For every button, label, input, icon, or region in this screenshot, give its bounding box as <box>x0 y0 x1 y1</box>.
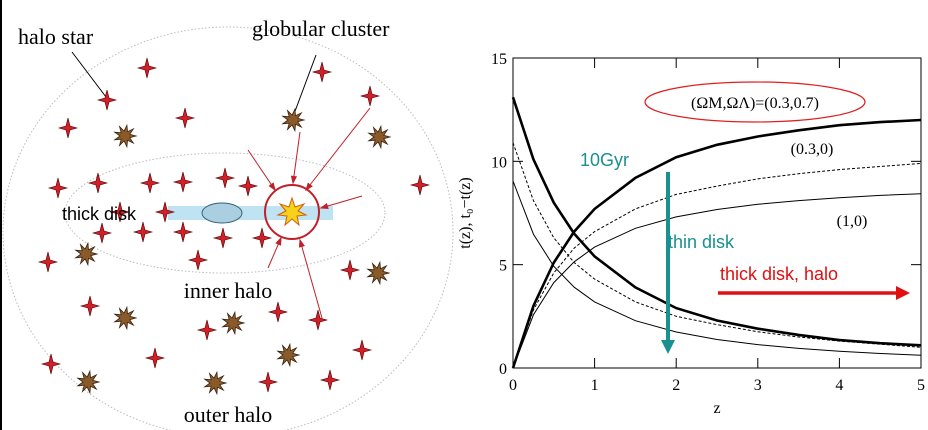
halo-star <box>239 176 257 196</box>
curve <box>513 181 921 355</box>
halo-star <box>214 228 232 248</box>
annotation: 10Gyr <box>580 150 629 170</box>
halo-star <box>216 168 234 188</box>
red-arrow <box>300 240 322 318</box>
label: thick disk <box>62 204 137 224</box>
halo-star <box>353 340 371 360</box>
globular-cluster <box>115 125 136 147</box>
x-axis-label: z <box>713 400 720 417</box>
series-label: (0.3,0) <box>791 141 834 158</box>
halo-star <box>138 58 156 78</box>
halo-star <box>59 118 77 138</box>
halo-star <box>174 172 192 192</box>
y-tick-label: 5 <box>499 258 507 275</box>
x-tick-label: 4 <box>835 377 843 394</box>
x-tick-label: 1 <box>591 377 599 394</box>
globular-cluster <box>78 371 99 393</box>
globular-cluster <box>369 126 390 148</box>
globular-cluster <box>283 109 304 131</box>
halo-star <box>411 175 429 195</box>
halo-star <box>309 310 327 330</box>
halo-star <box>176 108 194 128</box>
arrow-head <box>276 238 281 245</box>
x-tick-label: 3 <box>754 377 762 394</box>
halo-star <box>98 90 116 110</box>
halo-star <box>134 222 152 242</box>
arrow-head <box>269 183 275 190</box>
globular-cluster <box>205 372 226 394</box>
halo-star <box>89 173 107 193</box>
halo-star <box>81 296 99 316</box>
halo-star <box>39 252 57 272</box>
halo-star <box>321 370 339 390</box>
arrow-head <box>896 286 910 300</box>
curve <box>513 163 921 368</box>
label: halo star <box>18 24 94 49</box>
y-tick-label: 0 <box>499 361 507 378</box>
series-label: (1,0) <box>837 213 868 230</box>
x-tick-label: 2 <box>672 377 680 394</box>
series-label: (ΩM,ΩΛ)=(0.3,0.7) <box>691 95 819 112</box>
halo-star <box>361 86 379 106</box>
arrow-head <box>292 176 297 183</box>
halo-star <box>189 250 207 270</box>
y-tick-label: 15 <box>491 51 507 68</box>
annotation: thick disk, halo <box>720 264 838 284</box>
x-tick-label: 0 <box>509 377 517 394</box>
halo-star <box>42 354 60 374</box>
label: outer halo <box>184 402 273 427</box>
arrow-head <box>299 240 304 247</box>
halo-star <box>141 173 159 193</box>
halo-star <box>313 62 331 82</box>
globular-cluster <box>278 344 299 366</box>
y-axis-label: t(z), t₀−t(z) <box>457 177 474 248</box>
figure: halo star globular cluster thick disk in… <box>0 0 928 430</box>
label: inner halo <box>184 278 273 303</box>
halo-star <box>253 228 271 248</box>
halo-star <box>146 348 164 368</box>
halo-star <box>341 260 359 280</box>
red-arrow <box>248 150 275 190</box>
halo-star <box>198 320 216 340</box>
bulge <box>202 203 242 223</box>
halo-star <box>49 178 67 198</box>
halo-star <box>259 372 277 392</box>
arrow-head <box>661 340 675 354</box>
halo-star <box>174 222 192 242</box>
y-tick-label: 10 <box>491 154 507 171</box>
halo-star <box>269 302 287 322</box>
annotation: thin disk <box>668 232 735 252</box>
globular-clusters <box>76 109 390 394</box>
halo-star <box>93 223 111 243</box>
globular-cluster <box>115 307 136 329</box>
globular-cluster <box>368 262 389 284</box>
label: globular cluster <box>252 16 390 41</box>
thick-disk-bar <box>168 206 333 220</box>
halo-stars <box>39 58 429 392</box>
red-arrow <box>293 132 300 183</box>
x-tick-label: 5 <box>917 377 925 394</box>
globular-cluster <box>223 312 244 334</box>
globular-cluster <box>76 243 97 265</box>
red-arrow <box>306 108 370 190</box>
